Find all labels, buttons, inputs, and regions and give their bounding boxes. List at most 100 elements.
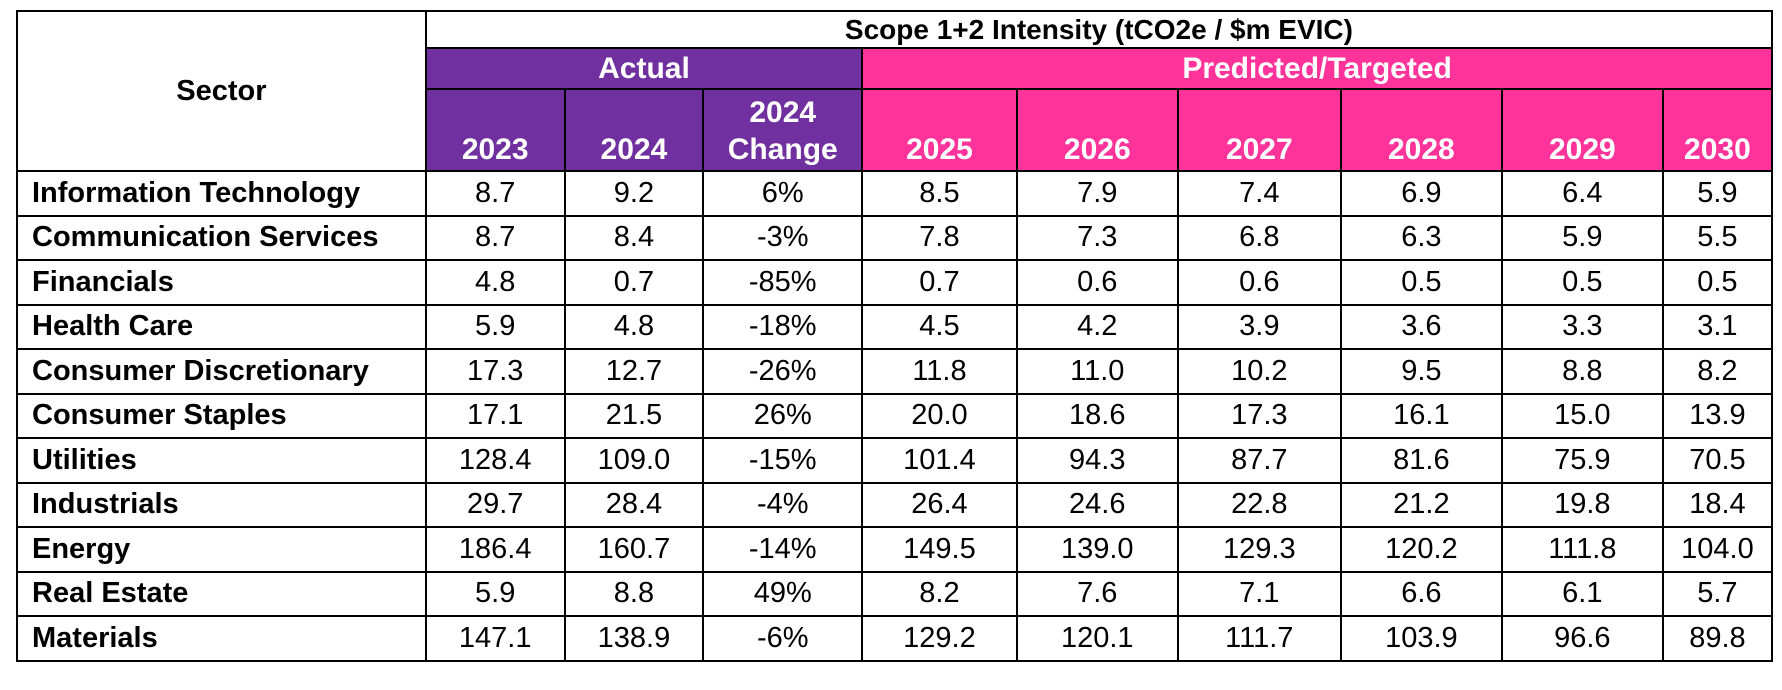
value-cell: 129.2 — [861, 615, 1018, 662]
value-cell: 19.8 — [1500, 481, 1664, 528]
value-cell: 22.8 — [1176, 481, 1342, 528]
value-cell: 0.6 — [1015, 259, 1179, 306]
column-header: 2027 — [1176, 88, 1342, 172]
value-cell: -6% — [702, 615, 864, 662]
value-cell: 17.3 — [424, 348, 566, 395]
value-cell: 3.3 — [1500, 303, 1664, 350]
value-cell: 8.8 — [563, 570, 705, 617]
value-cell: 111.8 — [1500, 526, 1664, 573]
value-cell: 147.1 — [424, 615, 566, 662]
value-cell: 8.7 — [424, 170, 566, 217]
sector-cell: Materials — [16, 615, 427, 662]
value-cell: 128.4 — [424, 437, 566, 484]
sector-cell: Utilities — [16, 437, 427, 484]
group-header-predicted: Predicted/Targeted — [861, 47, 1773, 90]
value-cell: 24.6 — [1015, 481, 1179, 528]
table-row: Communication Services 8.7 8.4 -3% 7.8 7.3 6.8… — [16, 214, 1774, 261]
value-cell: 8.2 — [1661, 348, 1774, 395]
table-row: Real Estate 5.9 8.8 49% 8.2 7.6 7.1 6.6 6.1 5.7 — [16, 570, 1774, 617]
value-cell: 75.9 — [1500, 437, 1664, 484]
value-cell: 0.7 — [861, 259, 1018, 306]
value-cell: 5.9 — [1661, 170, 1774, 217]
column-header: 2023 — [424, 88, 566, 172]
value-cell: 12.7 — [563, 348, 705, 395]
value-cell: 18.4 — [1661, 481, 1774, 528]
value-cell: 17.1 — [424, 392, 566, 439]
value-cell: 28.4 — [563, 481, 705, 528]
value-cell: 3.6 — [1339, 303, 1503, 350]
value-cell: 89.8 — [1661, 615, 1774, 662]
sector-cell: Financials — [16, 259, 427, 306]
value-cell: -26% — [702, 348, 864, 395]
value-cell: 8.7 — [424, 214, 566, 261]
value-cell: 7.9 — [1015, 170, 1179, 217]
table-row: Health Care 5.9 4.8 -18% 4.5 4.2 3.9 3.6 3.3 3.1 — [16, 303, 1774, 350]
value-cell: -85% — [702, 259, 864, 306]
intensity-table: Sector Scope 1+2 Intensity (tCO2e / $m E… — [16, 10, 1774, 662]
value-cell: 101.4 — [861, 437, 1018, 484]
table-row: Materials 147.1 138.9 -6% 129.2 120.1 111.7 103… — [16, 615, 1774, 662]
value-cell: 0.7 — [563, 259, 705, 306]
header-row-main: Sector Scope 1+2 Intensity (tCO2e / $m E… — [16, 10, 1774, 172]
value-cell: 15.0 — [1500, 392, 1664, 439]
table-header: Sector Scope 1+2 Intensity (tCO2e / $m E… — [16, 10, 1774, 172]
value-cell: 5.9 — [424, 303, 566, 350]
value-cell: 11.0 — [1015, 348, 1179, 395]
sector-cell: Energy — [16, 526, 427, 573]
value-cell: 6.3 — [1339, 214, 1503, 261]
table-row: Financials 4.8 0.7 -85% 0.7 0.6 0.6 0.5 0.5 0.5 — [16, 259, 1774, 306]
value-cell: 9.2 — [563, 170, 705, 217]
value-cell: 6.6 — [1339, 570, 1503, 617]
value-cell: 8.4 — [563, 214, 705, 261]
value-cell: 26.4 — [861, 481, 1018, 528]
value-cell: 0.5 — [1339, 259, 1503, 306]
value-cell: 103.9 — [1339, 615, 1503, 662]
value-cell: 7.6 — [1015, 570, 1179, 617]
column-header: 2029 — [1500, 88, 1664, 172]
value-cell: 81.6 — [1339, 437, 1503, 484]
value-cell: 21.2 — [1339, 481, 1503, 528]
value-cell: 6.8 — [1176, 214, 1342, 261]
value-cell: 87.7 — [1176, 437, 1342, 484]
value-cell: 4.8 — [563, 303, 705, 350]
value-cell: 186.4 — [424, 526, 566, 573]
value-cell: 10.2 — [1176, 348, 1342, 395]
sector-cell: Industrials — [16, 481, 427, 528]
value-cell: 129.3 — [1176, 526, 1342, 573]
value-cell: -14% — [702, 526, 864, 573]
value-cell: 18.6 — [1015, 392, 1179, 439]
value-cell: 5.9 — [424, 570, 566, 617]
value-cell: 7.4 — [1176, 170, 1342, 217]
value-cell: -4% — [702, 481, 864, 528]
column-header: 2025 — [861, 88, 1018, 172]
header-row-years: 2023 2024 2024 Change 2025 2026 2027 2028 2029 2… — [17, 88, 1774, 172]
sector-cell: Information Technology — [16, 170, 427, 217]
value-cell: 96.6 — [1500, 615, 1664, 662]
value-cell: 17.3 — [1176, 392, 1342, 439]
value-cell: 49% — [702, 570, 864, 617]
value-cell: 5.5 — [1661, 214, 1774, 261]
main-header: Scope 1+2 Intensity (tCO2e / $m EVIC) — [424, 10, 1774, 49]
table-row: Industrials 29.7 28.4 -4% 26.4 24.6 22.8 21.2 19… — [16, 481, 1774, 528]
table-row: Utilities 128.4 109.0 -15% 101.4 94.3 87.7 81.6… — [16, 437, 1774, 484]
column-header: 2024 — [563, 88, 705, 172]
table-row: Information Technology 8.7 9.2 6% 8.5 7.9 7.4 6… — [16, 170, 1774, 217]
value-cell: 111.7 — [1176, 615, 1342, 662]
column-header: 2028 — [1339, 88, 1503, 172]
value-cell: 5.7 — [1661, 570, 1774, 617]
sector-cell: Communication Services — [16, 214, 427, 261]
value-cell: 11.8 — [861, 348, 1018, 395]
value-cell: 109.0 — [563, 437, 705, 484]
value-cell: 7.8 — [861, 214, 1018, 261]
group-header-actual: Actual — [424, 47, 864, 90]
value-cell: 4.2 — [1015, 303, 1179, 350]
value-cell: 0.5 — [1500, 259, 1664, 306]
table-row: Consumer Staples 17.1 21.5 26% 20.0 18.6 17.3 1… — [16, 392, 1774, 439]
value-cell: 104.0 — [1661, 526, 1774, 573]
column-header: 2030 — [1661, 88, 1774, 172]
value-cell: 4.5 — [861, 303, 1018, 350]
value-cell: 70.5 — [1661, 437, 1774, 484]
value-cell: 160.7 — [563, 526, 705, 573]
table-row: Energy 186.4 160.7 -14% 149.5 139.0 129.3 120.2… — [16, 526, 1774, 573]
value-cell: 20.0 — [861, 392, 1018, 439]
